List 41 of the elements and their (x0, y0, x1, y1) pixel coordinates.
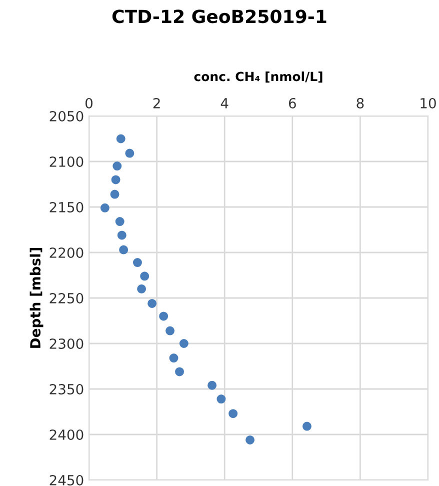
point (208, 380, 217, 390)
point (132, 258, 142, 268)
y-tick-label: 2200 (50, 247, 84, 258)
y-tick-label: 2400 (50, 429, 84, 440)
point (179, 339, 188, 348)
point (148, 298, 157, 308)
point (302, 422, 312, 431)
point (116, 134, 126, 144)
x-tick-label: 6 (288, 98, 296, 108)
y-tick-label: 2450 (50, 474, 84, 486)
point (137, 284, 146, 294)
point (140, 272, 150, 281)
y-tick-label: 2250 (50, 292, 84, 304)
point (111, 175, 120, 184)
point (112, 162, 122, 171)
x-tick-label: 4 (220, 98, 228, 108)
x-tick-label: 2 (153, 98, 160, 108)
x-axis-title: conc. CH₄ [nmol/L] (194, 72, 322, 83)
x-tick-label: 10 (420, 98, 436, 108)
point (100, 203, 110, 212)
point (246, 435, 255, 444)
y-tick-label: 2050 (50, 110, 84, 122)
y-axis-title: Depth [mbsl] (30, 248, 44, 348)
point (117, 230, 126, 240)
point (159, 312, 168, 321)
x-tick-label: 0 (85, 98, 92, 108)
y-tick-label: 2100 (50, 156, 84, 167)
y-tick-label: 2150 (50, 202, 84, 212)
point (166, 326, 175, 336)
point (216, 394, 226, 404)
point (119, 245, 128, 254)
point (169, 354, 178, 363)
chart-title: CTD-12 GeoB25019-1 (112, 10, 326, 24)
x-tick-label: 8 (356, 98, 364, 108)
point (175, 367, 184, 376)
y-tick-label: 2350 (50, 384, 84, 394)
point (125, 148, 134, 158)
point (228, 409, 238, 418)
point (110, 190, 120, 199)
y-tick-label: 2300 (50, 338, 84, 349)
point (115, 217, 124, 226)
